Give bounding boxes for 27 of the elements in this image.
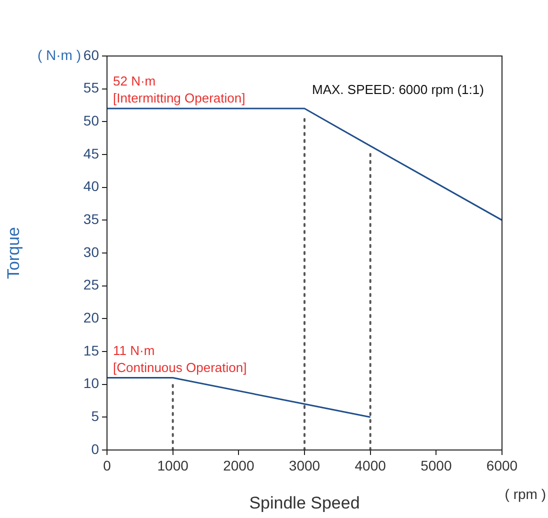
x-tick-label: 0 bbox=[103, 457, 112, 474]
annotation: 52 N·m [Intermitting Operation] bbox=[113, 74, 246, 106]
annotation: 11 N·m [Continuous Operation] bbox=[113, 342, 247, 375]
x-tick-label: 1000 bbox=[157, 457, 189, 474]
y-tick-label: 35 bbox=[83, 211, 100, 228]
y-axis-title: Torque bbox=[4, 227, 23, 279]
y-tick-label: 45 bbox=[83, 145, 100, 162]
x-axis-title: Spindle Speed bbox=[249, 493, 360, 512]
text: ( rpm ) bbox=[504, 486, 546, 502]
y-tick-label: 40 bbox=[83, 178, 100, 194]
annotation: MAX. SPEED: 6000 rpm (1:1) bbox=[312, 82, 484, 98]
x-tick-label: 5000 bbox=[420, 457, 452, 474]
text: ( N·m ) bbox=[37, 46, 81, 63]
y-tick-label: 20 bbox=[83, 310, 100, 326]
y-tick-label: 30 bbox=[83, 244, 100, 260]
x-tick-label: 2000 bbox=[223, 457, 254, 474]
x-tick-label: 6000 bbox=[486, 457, 518, 474]
y-tick-label: 60 bbox=[83, 46, 100, 63]
x-tick-label: 3000 bbox=[288, 457, 320, 474]
y-tick-label: 10 bbox=[83, 375, 100, 392]
y-tick-label: 55 bbox=[83, 80, 100, 96]
y-tick-label: 15 bbox=[83, 342, 100, 358]
y-tick-label: 50 bbox=[83, 112, 100, 129]
y-tick-label: 25 bbox=[83, 276, 100, 293]
x-tick-label: 4000 bbox=[354, 457, 386, 474]
y-tick-label: 5 bbox=[91, 408, 100, 424]
y-tick-label: 0 bbox=[91, 440, 100, 457]
